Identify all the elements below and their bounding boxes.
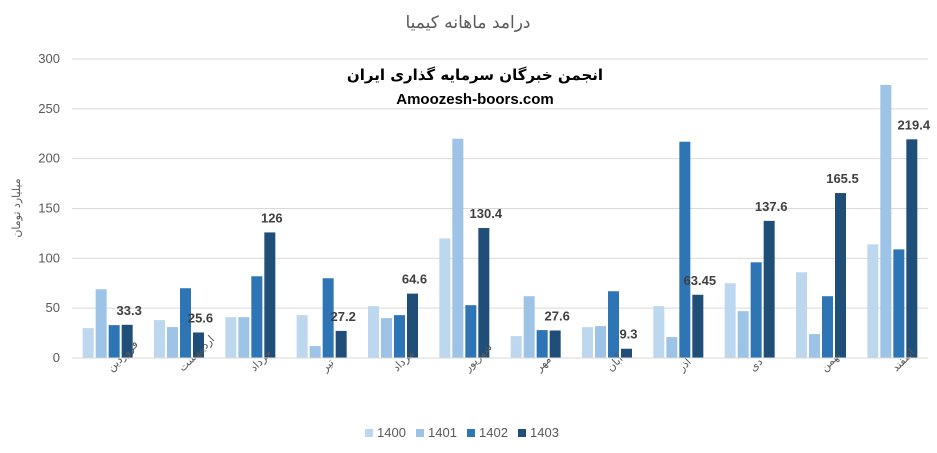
legend-swatch (518, 429, 526, 437)
bar (893, 249, 905, 358)
bar (809, 334, 820, 358)
bar (478, 228, 490, 358)
bar (536, 330, 548, 358)
y-tick-label: 250 (38, 101, 60, 116)
bar (549, 330, 561, 358)
legend-swatch (467, 429, 475, 437)
bar (82, 328, 94, 358)
legend-label: 1400 (377, 425, 406, 440)
bar (796, 272, 807, 358)
chart-title: درامد ماهانه کیمیا (406, 13, 531, 33)
bar (906, 139, 918, 358)
bar (154, 320, 165, 358)
bar (666, 337, 678, 358)
bar (335, 330, 347, 358)
bar (296, 315, 308, 358)
data-labels: 33.3 25.6 126 27.2 64.6 130.4 27.6 9.3 63.45 137.… (117, 117, 931, 341)
bar (439, 238, 451, 358)
gridlines (72, 58, 928, 309)
data-label: 130.4 (470, 206, 503, 221)
bar (880, 84, 892, 358)
bar (167, 327, 178, 358)
data-label: 27.2 (331, 309, 356, 324)
data-label: 33.3 (117, 303, 142, 318)
y-tick-label: 100 (38, 250, 60, 265)
data-label: 25.6 (188, 310, 213, 325)
x-tick-label: تیر (318, 356, 337, 375)
bar (510, 336, 522, 358)
bar (394, 315, 405, 358)
y-axis-ticks: 0 50 100 150 200 250 300 (38, 51, 60, 365)
legend-label: 1401 (428, 425, 457, 440)
bar (737, 311, 749, 358)
bar (193, 332, 204, 358)
bar (225, 317, 237, 358)
bar (763, 220, 775, 358)
bar (867, 244, 879, 358)
legend-label: 1402 (479, 425, 508, 440)
bar (653, 306, 665, 358)
bar (381, 318, 392, 358)
legend-label: 1403 (530, 425, 559, 440)
bar (108, 325, 120, 358)
data-label: 137.6 (755, 199, 788, 214)
bar (368, 306, 379, 358)
bar (309, 346, 321, 358)
data-label: 126 (261, 210, 283, 225)
watermark-title: انجمن خبرگان سرمایه گذاری ایران (347, 66, 603, 84)
bar (724, 283, 736, 358)
y-axis-label: میلیارد تومان (10, 178, 23, 237)
bar (523, 296, 535, 358)
y-tick-label: 200 (38, 151, 60, 166)
bar (750, 262, 762, 358)
bars (82, 84, 918, 358)
bar (608, 291, 619, 358)
bar (835, 193, 846, 358)
legend-swatch (416, 429, 424, 437)
watermark-site: Amoozesh-boors.com (396, 91, 554, 108)
y-tick-label: 50 (46, 300, 60, 315)
data-label: 63.45 (684, 273, 717, 288)
bar (679, 141, 691, 358)
bar (465, 305, 477, 358)
y-tick-label: 300 (38, 51, 60, 66)
y-tick-label: 150 (38, 201, 60, 216)
y-tick-label: 0 (53, 350, 60, 365)
bar (95, 289, 107, 358)
data-label: 219.4 (898, 117, 931, 132)
bar (264, 232, 276, 358)
data-label: 64.6 (402, 272, 427, 287)
data-label: 9.3 (619, 327, 637, 342)
bar (452, 138, 464, 358)
bar (692, 294, 704, 358)
bar (180, 288, 191, 358)
legend-swatch (365, 429, 373, 437)
bar (238, 317, 250, 358)
bar (595, 326, 606, 358)
bar (121, 324, 133, 358)
bar (251, 276, 263, 358)
data-label: 165.5 (826, 171, 859, 186)
bar (407, 293, 418, 358)
legend: 1400 1401 1402 1403 (365, 425, 559, 440)
bar (322, 278, 334, 358)
bar (621, 348, 632, 358)
bar (582, 327, 593, 358)
bar (822, 296, 833, 358)
data-label: 27.6 (545, 308, 570, 323)
